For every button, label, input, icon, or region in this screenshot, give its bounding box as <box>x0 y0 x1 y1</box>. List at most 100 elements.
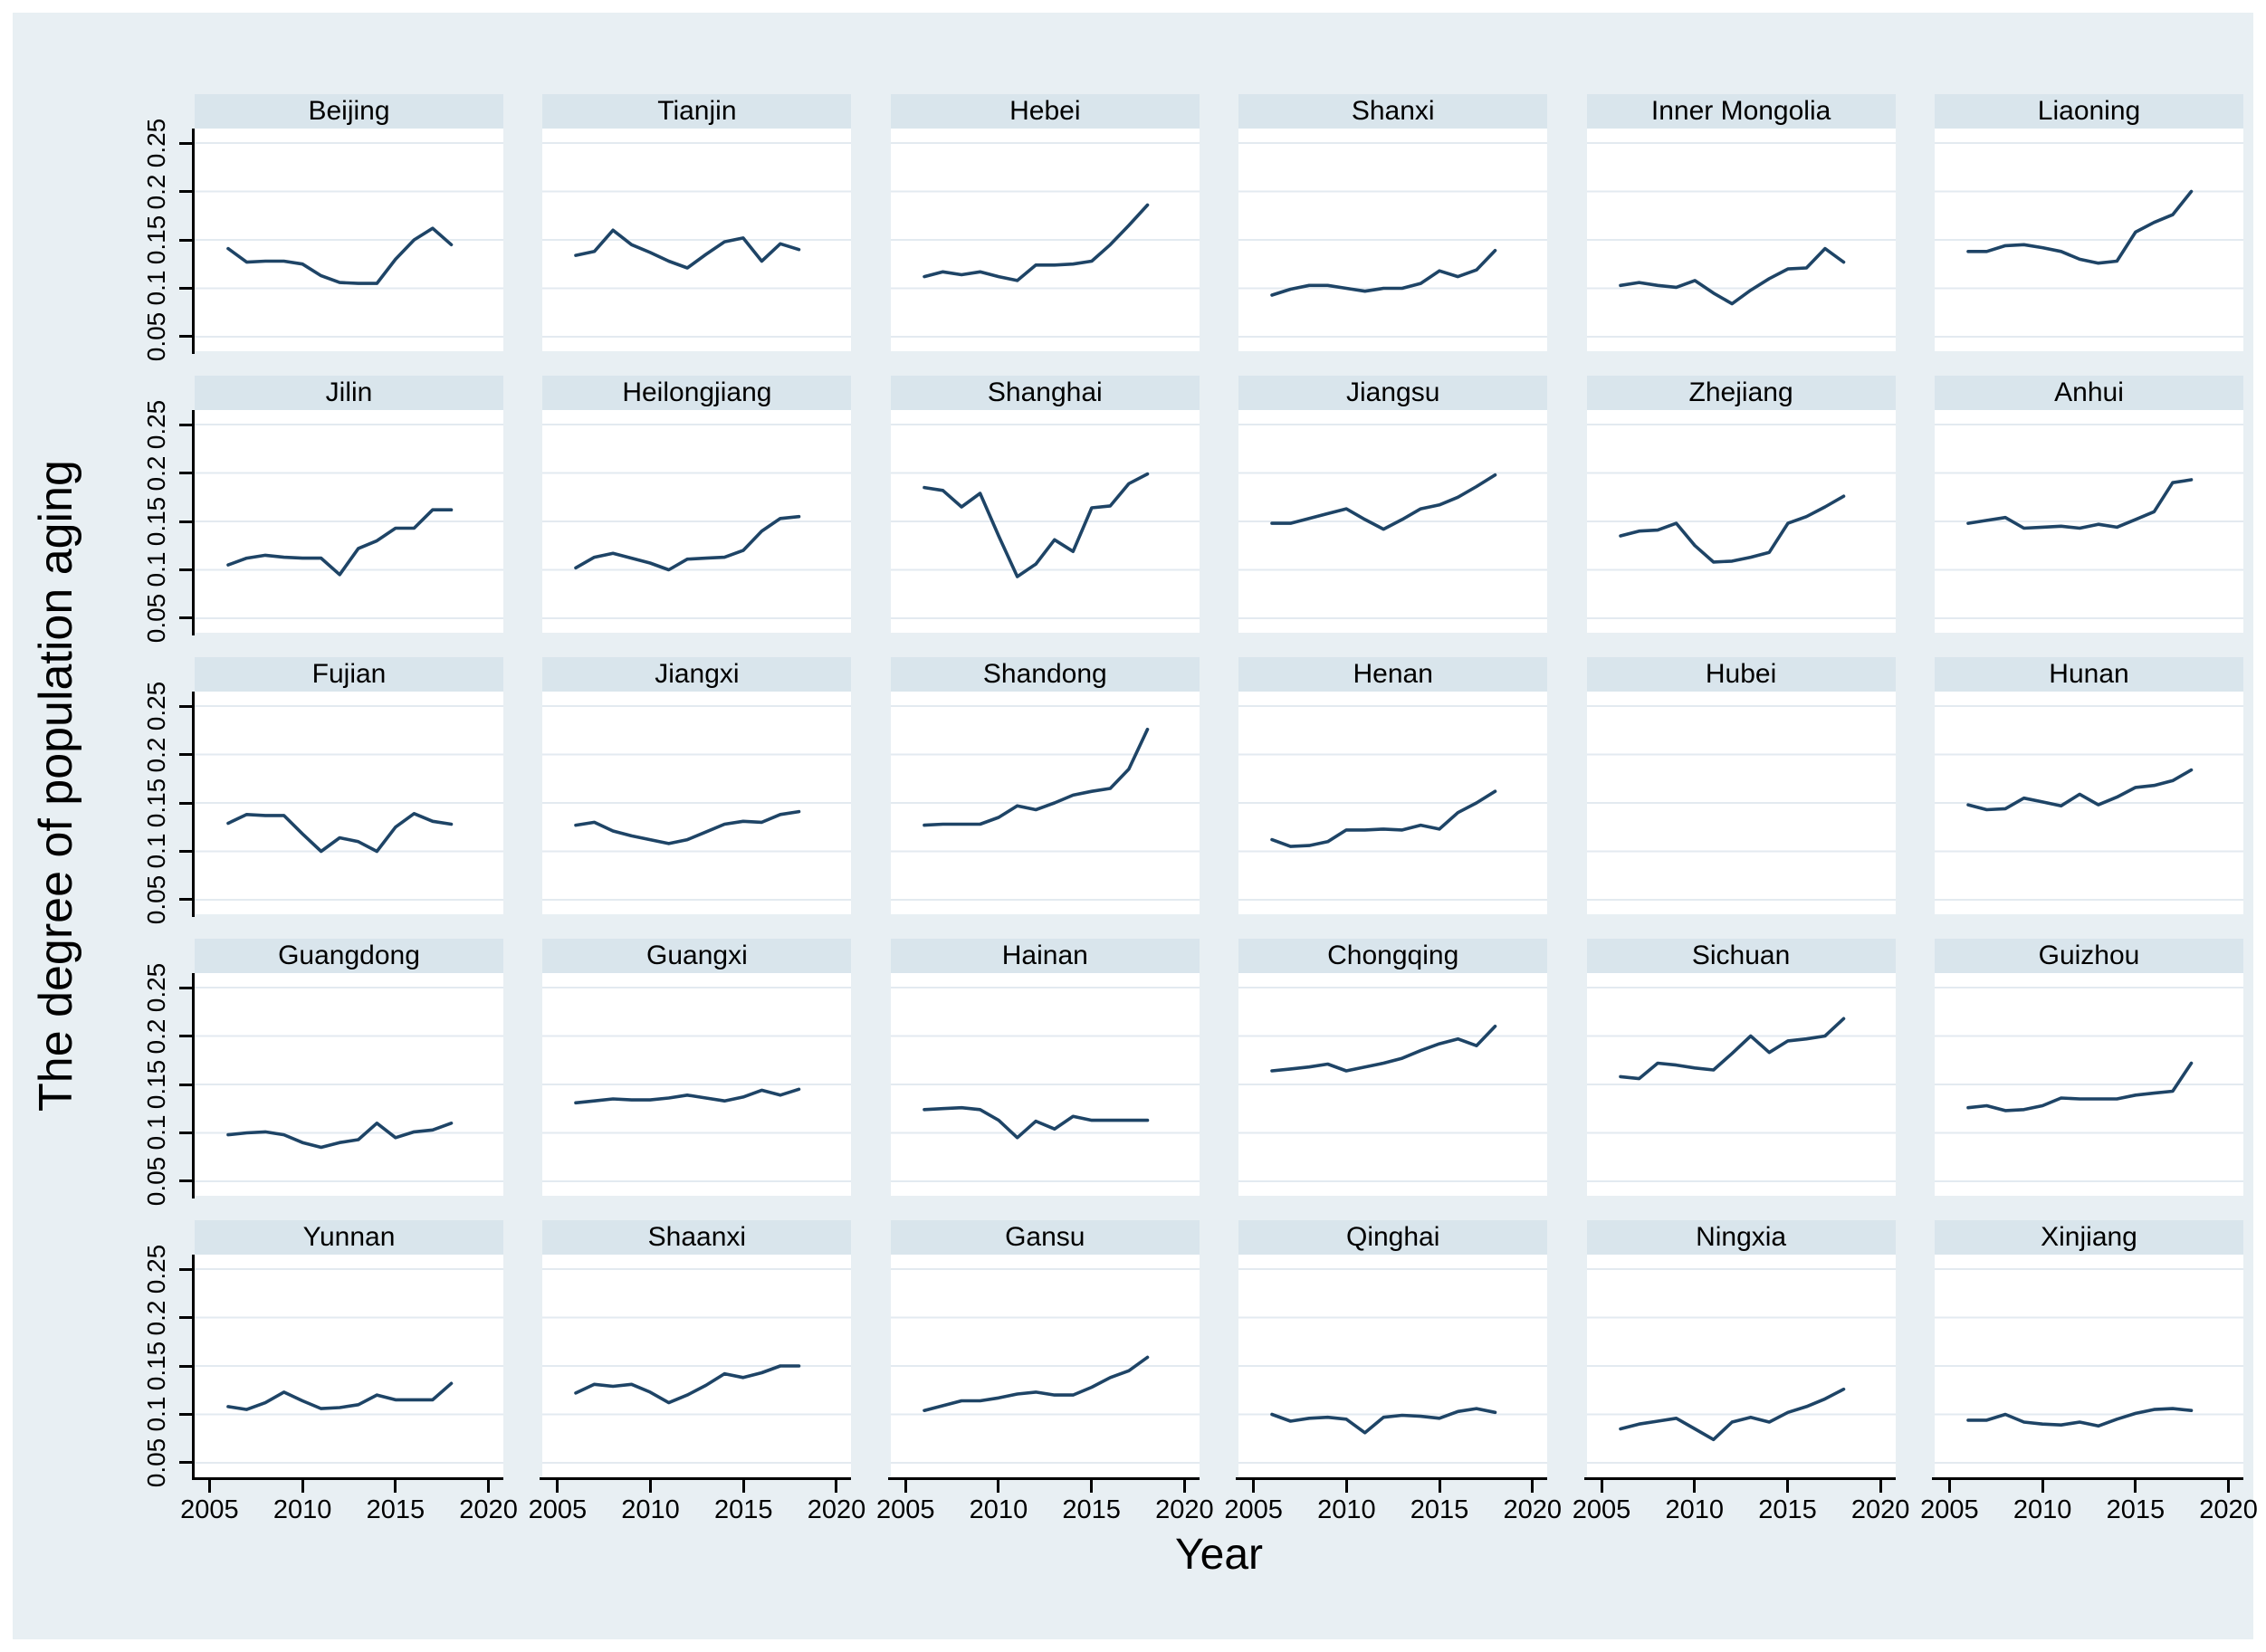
x-tick <box>835 1480 838 1493</box>
line-chart <box>542 987 852 1182</box>
x-tick-label: 2020 <box>1503 1495 1563 1524</box>
y-tick-label: 0.1 <box>142 552 170 587</box>
y-tick <box>179 1412 192 1416</box>
y-tick <box>179 238 192 242</box>
y-tick <box>179 423 192 426</box>
line-chart <box>1238 424 1548 619</box>
x-tick-label: 2020 <box>1155 1495 1214 1524</box>
panel-title-jiangxi: Jiangxi <box>542 657 852 692</box>
y-tick <box>179 898 192 902</box>
x-axis-line <box>887 1477 1200 1480</box>
panel-title-sichuan: Sichuan <box>1586 939 1896 973</box>
data-series-sichuan <box>1618 1017 1845 1081</box>
panel-plot-henan <box>1238 692 1548 914</box>
line-chart <box>195 987 503 1182</box>
y-axis-line <box>192 1255 195 1480</box>
y-tick-label: 0.15 <box>142 496 170 547</box>
panel-plot-yunnan <box>195 1255 503 1477</box>
panel-plot-inner-mongolia <box>1586 129 1896 351</box>
x-axis-line <box>1236 1477 1548 1480</box>
panel-plot-heilongjiang <box>542 410 852 633</box>
panel-title-jiangsu: Jiangsu <box>1238 376 1548 410</box>
data-series-zhejiang <box>1618 494 1845 564</box>
x-tick-label: 2015 <box>1758 1495 1817 1524</box>
y-tick-label: 0.15 <box>142 778 170 828</box>
panel-title-henan: Henan <box>1238 657 1548 692</box>
panel-plot-jiangxi <box>542 692 852 914</box>
panel-title-hainan: Hainan <box>890 939 1200 973</box>
line-chart <box>890 142 1200 338</box>
line-chart <box>1935 987 2243 1182</box>
x-tick-label: 2020 <box>1850 1495 1910 1524</box>
panel-plot-chongqing <box>1238 973 1548 1196</box>
y-axis-line <box>192 410 195 635</box>
y-tick-label: 0.05 <box>142 1437 170 1488</box>
panel-plot-ningxia <box>1586 1255 1896 1477</box>
y-tick <box>179 704 192 708</box>
y-tick-label: 0.2 <box>142 455 170 491</box>
panel-plot-hainan <box>890 973 1200 1196</box>
y-tick <box>179 616 192 620</box>
panel-title-inner-mongolia: Inner Mongolia <box>1586 94 1896 129</box>
y-tick-label: 0.15 <box>142 1341 170 1391</box>
line-chart <box>1238 987 1548 1182</box>
panel-plot-anhui <box>1935 410 2243 633</box>
y-tick-label: 0.2 <box>142 1300 170 1335</box>
data-series-jiangxi <box>574 809 801 845</box>
line-chart <box>890 424 1200 619</box>
line-chart <box>1935 1268 2243 1464</box>
panel-title-zhejiang: Zhejiang <box>1586 376 1896 410</box>
x-tick-label: 2020 <box>807 1495 866 1524</box>
panel-plot-qinghai <box>1238 1255 1548 1477</box>
x-tick <box>1090 1480 1094 1493</box>
x-tick <box>1344 1480 1348 1493</box>
data-series-fujian <box>226 812 454 854</box>
data-series-beijing <box>226 226 454 285</box>
x-tick <box>207 1480 211 1493</box>
x-tick-label: 2005 <box>180 1495 239 1524</box>
panel-plot-shandong <box>890 692 1200 914</box>
y-tick-label: 0.05 <box>142 311 170 362</box>
x-axis-line <box>1583 1477 1896 1480</box>
x-tick-label: 2005 <box>1572 1495 1631 1524</box>
y-tick-label: 0.05 <box>142 593 170 644</box>
x-tick-label: 2020 <box>2199 1495 2258 1524</box>
panel-title-hubei: Hubei <box>1586 657 1896 692</box>
data-series-gansu <box>922 1355 1150 1412</box>
data-series-guangxi <box>574 1087 801 1105</box>
x-tick <box>2134 1480 2137 1493</box>
data-series-guangdong <box>226 1122 454 1150</box>
x-tick <box>394 1480 397 1493</box>
y-tick-label: 0.2 <box>142 737 170 772</box>
data-series-ningxia <box>1618 1387 1845 1442</box>
data-series-anhui <box>1966 478 2194 530</box>
y-tick-label: 0.25 <box>142 962 170 1013</box>
line-chart <box>1586 424 1896 619</box>
x-axis-title: Year <box>1175 1531 1263 1579</box>
x-tick-label: 2010 <box>1317 1495 1376 1524</box>
y-tick-label: 0.25 <box>142 1244 170 1294</box>
y-tick-label: 0.1 <box>142 1397 170 1432</box>
panel-title-liaoning: Liaoning <box>1935 94 2243 129</box>
x-tick <box>301 1480 304 1493</box>
data-series-jilin <box>226 508 454 577</box>
y-tick <box>179 1179 192 1183</box>
x-tick <box>649 1480 653 1493</box>
panel-title-shanxi: Shanxi <box>1238 94 1548 129</box>
y-tick <box>179 986 192 989</box>
x-tick-label: 2005 <box>875 1495 935 1524</box>
y-tick <box>179 568 192 571</box>
panel-title-hebei: Hebei <box>890 94 1200 129</box>
panel-title-yunnan: Yunnan <box>195 1220 503 1255</box>
panel-title-chongqing: Chongqing <box>1238 939 1548 973</box>
y-tick-label: 0.1 <box>142 271 170 306</box>
data-series-hebei <box>922 203 1150 282</box>
line-chart <box>542 424 852 619</box>
y-tick-label: 0.2 <box>142 1018 170 1054</box>
panel-plot-xinjiang <box>1935 1255 2243 1477</box>
data-series-yunnan <box>226 1381 454 1411</box>
y-tick-label: 0.25 <box>142 681 170 731</box>
x-axis-line <box>1932 1477 2243 1480</box>
panel-title-qinghai: Qinghai <box>1238 1220 1548 1255</box>
panel-plot-sichuan <box>1586 973 1896 1196</box>
